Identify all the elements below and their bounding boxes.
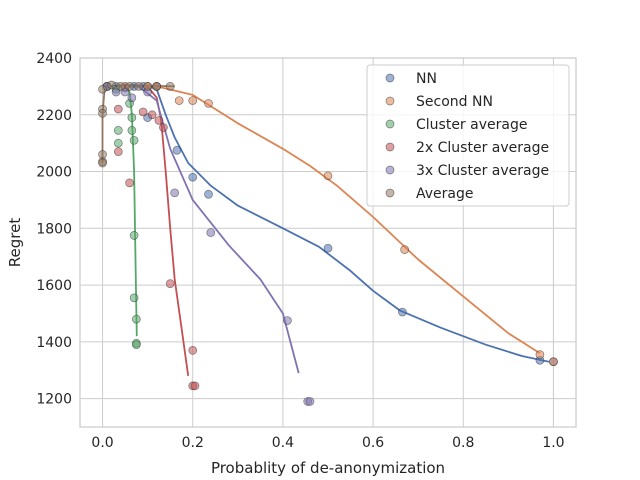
data-point <box>111 87 121 97</box>
data-point <box>125 178 134 188</box>
legend-marker <box>385 165 395 175</box>
legend-label: Second NN <box>416 94 493 110</box>
data-point <box>305 397 315 406</box>
data-point <box>113 126 123 135</box>
series-points <box>98 80 558 406</box>
x-tick-label: 0.6 <box>362 435 384 451</box>
data-point <box>132 314 141 324</box>
legend-label: Cluster average <box>416 117 527 133</box>
data-point <box>113 104 123 114</box>
data-point <box>323 243 333 253</box>
data-point <box>127 113 137 122</box>
plot-frame <box>79 57 577 428</box>
data-point <box>165 82 175 91</box>
data-point <box>113 138 123 148</box>
data-point <box>188 172 198 182</box>
data-point <box>188 346 198 355</box>
legend-label: 2x Cluster average <box>416 140 549 156</box>
data-point <box>113 147 123 157</box>
data-point <box>323 171 333 181</box>
legend-marker <box>385 142 395 152</box>
data-point <box>165 279 175 289</box>
data-point <box>154 116 164 125</box>
series-line <box>102 85 550 363</box>
data-point <box>398 307 407 317</box>
legend-marker <box>385 188 395 198</box>
data-point <box>190 381 200 391</box>
y-tick-labels: 1200 1400 1600 1800 2000 2200 2400 <box>36 51 72 408</box>
data-point <box>170 188 180 198</box>
data-point <box>116 82 125 91</box>
data-point <box>204 99 213 108</box>
y-tick-label: 2000 <box>36 165 72 181</box>
data-point <box>129 293 139 303</box>
legend-label: Average <box>416 186 474 202</box>
y-axis-label: Regret <box>6 218 24 268</box>
data-point <box>172 145 182 155</box>
data-point <box>143 82 152 91</box>
data-point <box>134 82 143 91</box>
legend-label: 3x Cluster average <box>416 163 549 179</box>
data-point <box>107 80 116 90</box>
data-point <box>206 228 216 237</box>
y-tick-label: 1600 <box>36 278 72 294</box>
y-tick-label: 2200 <box>36 108 72 124</box>
data-point <box>535 350 545 359</box>
x-tick-label: 1.0 <box>542 435 564 451</box>
legend-marker <box>385 96 395 106</box>
data-point <box>138 107 148 117</box>
data-point <box>127 126 137 135</box>
data-point <box>127 93 137 103</box>
legend-marker <box>385 119 395 129</box>
x-tick-label: 0.0 <box>91 435 113 451</box>
legend-marker <box>385 73 395 83</box>
legend-box <box>366 64 570 207</box>
data-point <box>152 82 162 91</box>
data-point <box>98 158 107 168</box>
y-tick-label: 1800 <box>36 221 72 237</box>
series-line <box>102 85 541 354</box>
data-point <box>188 96 198 105</box>
x-axis-label: Probablity of de-anonymization <box>211 459 445 477</box>
data-point <box>204 189 213 199</box>
data-point <box>132 340 141 350</box>
y-tick-label: 1400 <box>36 335 72 351</box>
data-point <box>129 231 139 240</box>
data-point <box>147 110 157 120</box>
data-point <box>549 357 558 367</box>
data-point <box>159 123 168 132</box>
data-point <box>400 245 410 254</box>
y-tick-label: 1200 <box>36 392 72 408</box>
data-point <box>174 96 184 105</box>
x-tick-label: 0.2 <box>182 435 204 451</box>
legend: NN Second NN Cluster average 2x Cluster ave… <box>366 64 570 207</box>
data-point <box>129 135 139 145</box>
x-tick-label: 0.8 <box>452 435 474 451</box>
data-point <box>98 84 107 94</box>
y-tick-label: 2400 <box>36 51 72 67</box>
data-point <box>120 87 130 97</box>
data-point <box>283 316 292 325</box>
legend-label: NN <box>416 71 437 87</box>
data-point <box>125 82 134 91</box>
x-tick-label: 0.4 <box>272 435 294 451</box>
data-point <box>98 108 107 118</box>
x-tick-labels: 0.0 0.2 0.4 0.6 0.8 1.0 <box>91 435 564 451</box>
